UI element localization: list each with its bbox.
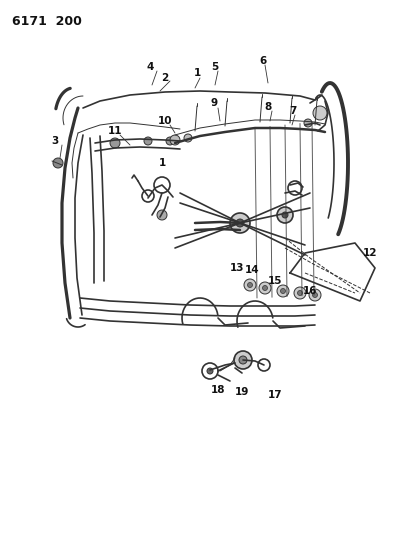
Circle shape [230, 213, 250, 233]
Text: 17: 17 [268, 390, 282, 400]
Circle shape [166, 137, 174, 145]
Text: 3: 3 [51, 136, 59, 146]
Circle shape [239, 356, 247, 364]
Circle shape [313, 106, 327, 120]
Circle shape [262, 286, 268, 290]
Text: 5: 5 [211, 62, 219, 72]
Circle shape [184, 134, 192, 142]
Circle shape [157, 210, 167, 220]
Circle shape [277, 207, 293, 223]
Circle shape [110, 138, 120, 148]
Circle shape [277, 285, 289, 297]
Circle shape [236, 219, 244, 227]
Text: 15: 15 [268, 276, 282, 286]
Text: 1: 1 [158, 158, 166, 168]
Text: 8: 8 [264, 102, 272, 112]
Circle shape [313, 293, 317, 297]
Circle shape [144, 137, 152, 145]
Text: 6171  200: 6171 200 [12, 15, 82, 28]
Circle shape [304, 119, 312, 127]
Text: 2: 2 [162, 73, 169, 83]
Text: 14: 14 [245, 265, 259, 275]
Circle shape [234, 351, 252, 369]
Text: 9: 9 [211, 98, 217, 108]
Circle shape [170, 135, 180, 145]
Text: 6: 6 [259, 56, 266, 66]
Text: 10: 10 [158, 116, 172, 126]
Text: 19: 19 [235, 387, 249, 397]
Circle shape [53, 158, 63, 168]
Circle shape [248, 282, 253, 287]
Text: 12: 12 [363, 248, 377, 258]
Text: 4: 4 [146, 62, 154, 72]
Circle shape [297, 290, 302, 295]
Text: 16: 16 [303, 286, 317, 296]
Circle shape [294, 287, 306, 299]
Text: 18: 18 [211, 385, 225, 395]
Circle shape [282, 212, 288, 218]
Circle shape [281, 288, 286, 294]
Circle shape [309, 289, 321, 301]
Text: 7: 7 [289, 106, 297, 116]
Circle shape [207, 368, 213, 374]
Text: 13: 13 [230, 263, 244, 273]
Circle shape [244, 279, 256, 291]
Text: 1: 1 [193, 68, 201, 78]
Circle shape [259, 282, 271, 294]
Text: 11: 11 [108, 126, 122, 136]
